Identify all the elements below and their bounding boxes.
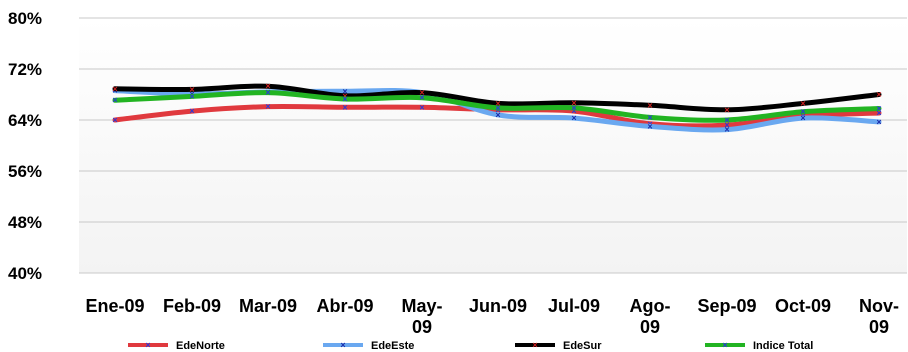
y-tick-label: 64% [8, 111, 42, 130]
data-point: × [112, 84, 117, 94]
data-point: × [571, 98, 576, 108]
legend-marker-icon: × [532, 340, 537, 350]
data-point: × [189, 91, 194, 101]
legend-marker-icon: × [145, 340, 150, 350]
data-point: × [419, 88, 424, 98]
data-point: × [876, 108, 881, 118]
data-point: × [342, 91, 347, 101]
data-point: × [647, 100, 652, 110]
data-point: × [495, 98, 500, 108]
legend-label: EdeEste [371, 340, 414, 352]
x-tick-label: Sep-09 [697, 296, 756, 316]
x-tick-label: Oct-09 [775, 296, 831, 316]
data-point: × [342, 86, 347, 96]
legend-item-indice-total: × Indice Total [705, 340, 813, 352]
data-point: × [800, 107, 805, 117]
data-point: × [876, 117, 881, 127]
x-tick-label: Feb-09 [163, 296, 221, 316]
legend-label: Indice Total [753, 340, 813, 352]
data-point: × [189, 106, 194, 116]
y-tick-label: 72% [8, 60, 42, 79]
x-tick-label: Jun-09 [469, 296, 527, 316]
data-point: × [265, 102, 270, 112]
y-tick-label: 40% [8, 264, 42, 283]
data-point: × [876, 90, 881, 100]
x-tick-label: Ene-09 [85, 296, 144, 316]
data-point: × [112, 95, 117, 105]
y-tick-label: 80% [8, 9, 42, 28]
data-point: × [495, 110, 500, 120]
y-tick-label: 56% [8, 162, 42, 181]
x-tick-label: Nov-09 [859, 296, 899, 337]
legend-label: EdeSur [563, 340, 602, 352]
data-point: × [724, 125, 729, 135]
data-point: × [800, 98, 805, 108]
plot-area [79, 18, 907, 273]
legend-label: EdeNorte [176, 340, 225, 352]
data-point: × [189, 84, 194, 94]
x-tick-label: Jul-09 [548, 296, 600, 316]
data-point: × [265, 81, 270, 91]
data-point: × [342, 94, 347, 104]
y-tick-label: 48% [8, 213, 42, 232]
legend-marker-icon: × [340, 340, 345, 350]
data-point: × [571, 113, 576, 123]
legend-item-edesur: × EdeSur [515, 340, 602, 352]
data-point: × [800, 113, 805, 123]
data-point: × [724, 105, 729, 115]
data-point: × [189, 89, 194, 99]
legend-item-edenorte: × EdeNorte [128, 340, 225, 352]
x-tick-label: Abr-09 [316, 296, 373, 316]
legend-item-edeeste: × EdeEste [323, 340, 414, 352]
data-point: × [647, 119, 652, 129]
x-tick-label: Mar-09 [239, 296, 297, 316]
x-axis: Ene-09 Feb-09 Mar-09 Abr-09 May-09 Jun-09 Jul-… [85, 296, 899, 337]
legend-marker-icon: × [722, 340, 727, 350]
data-point: × [419, 102, 424, 112]
series-line-indice-total [112, 90, 882, 123]
data-point: × [571, 106, 576, 116]
data-point: × [647, 112, 652, 122]
data-point: × [724, 120, 729, 130]
x-tick-label: Ago-09 [630, 296, 671, 337]
data-point: × [647, 121, 652, 131]
series-layer: ×× × × × × ×× ×× ×× × × × ×× ×× ×× ×× × ×× ×× × × ×××× × ×× ×× ×… [112, 81, 881, 134]
data-point: × [495, 103, 500, 113]
legend: × EdeNorte × EdeEste × EdeSur × Indice Total [128, 340, 813, 352]
data-point: × [342, 102, 347, 112]
series-edesur: × × ×× ×× × × ××× [112, 81, 881, 115]
data-point: × [265, 88, 270, 98]
x-tick-label: May-09 [401, 296, 442, 337]
data-point: × [571, 103, 576, 113]
y-axis: 40% 48% 56% 64% 72% 80% [8, 9, 907, 283]
data-point: × [112, 115, 117, 125]
data-point: × [876, 104, 881, 114]
data-point: × [724, 115, 729, 125]
series-indice-total: × × ×× ×× ×× ×× × [112, 88, 881, 125]
data-point: × [419, 93, 424, 103]
series-line-edesur [112, 83, 882, 113]
